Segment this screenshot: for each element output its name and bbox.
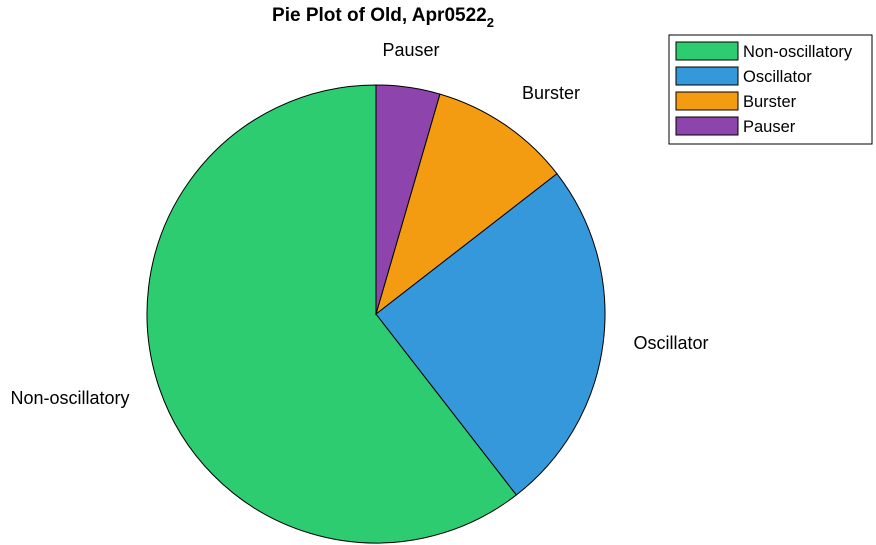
chart-title-main: Pie Plot of Old, Apr0522 bbox=[272, 5, 487, 26]
pie-slices bbox=[146, 84, 606, 544]
pie-slice-pauser[interactable] bbox=[375, 84, 441, 315]
legend[interactable]: Non-oscillatory Oscillator Burster Pauser bbox=[668, 34, 873, 145]
legend-swatch bbox=[675, 66, 739, 86]
legend-entry-label: Pauser bbox=[743, 118, 796, 136]
pie-slice-labels: Non-oscillatory Oscillator Burster Pauser bbox=[10, 40, 708, 408]
slice-label-burster: Burster bbox=[522, 83, 580, 103]
legend-entry-label: Non-oscillatory bbox=[743, 43, 853, 61]
legend-entry-label: Burster bbox=[743, 93, 797, 111]
pie-slice-burster[interactable] bbox=[375, 93, 558, 316]
pie-slice-oscillator[interactable] bbox=[375, 172, 606, 496]
legend-entry-label: Oscillator bbox=[743, 68, 812, 86]
slice-label-non-oscillatory: Non-oscillatory bbox=[10, 388, 129, 408]
pie-slice-non-oscillatory[interactable] bbox=[146, 84, 518, 544]
legend-swatch bbox=[675, 116, 739, 136]
legend-swatch bbox=[675, 41, 739, 61]
slice-label-pauser: Pauser bbox=[382, 40, 439, 60]
chart-title: Pie Plot of Old, Apr05222 bbox=[272, 5, 494, 30]
legend-swatch bbox=[675, 91, 739, 111]
slice-label-oscillator: Oscillator bbox=[633, 333, 708, 353]
chart-title-subscript: 2 bbox=[487, 15, 494, 30]
